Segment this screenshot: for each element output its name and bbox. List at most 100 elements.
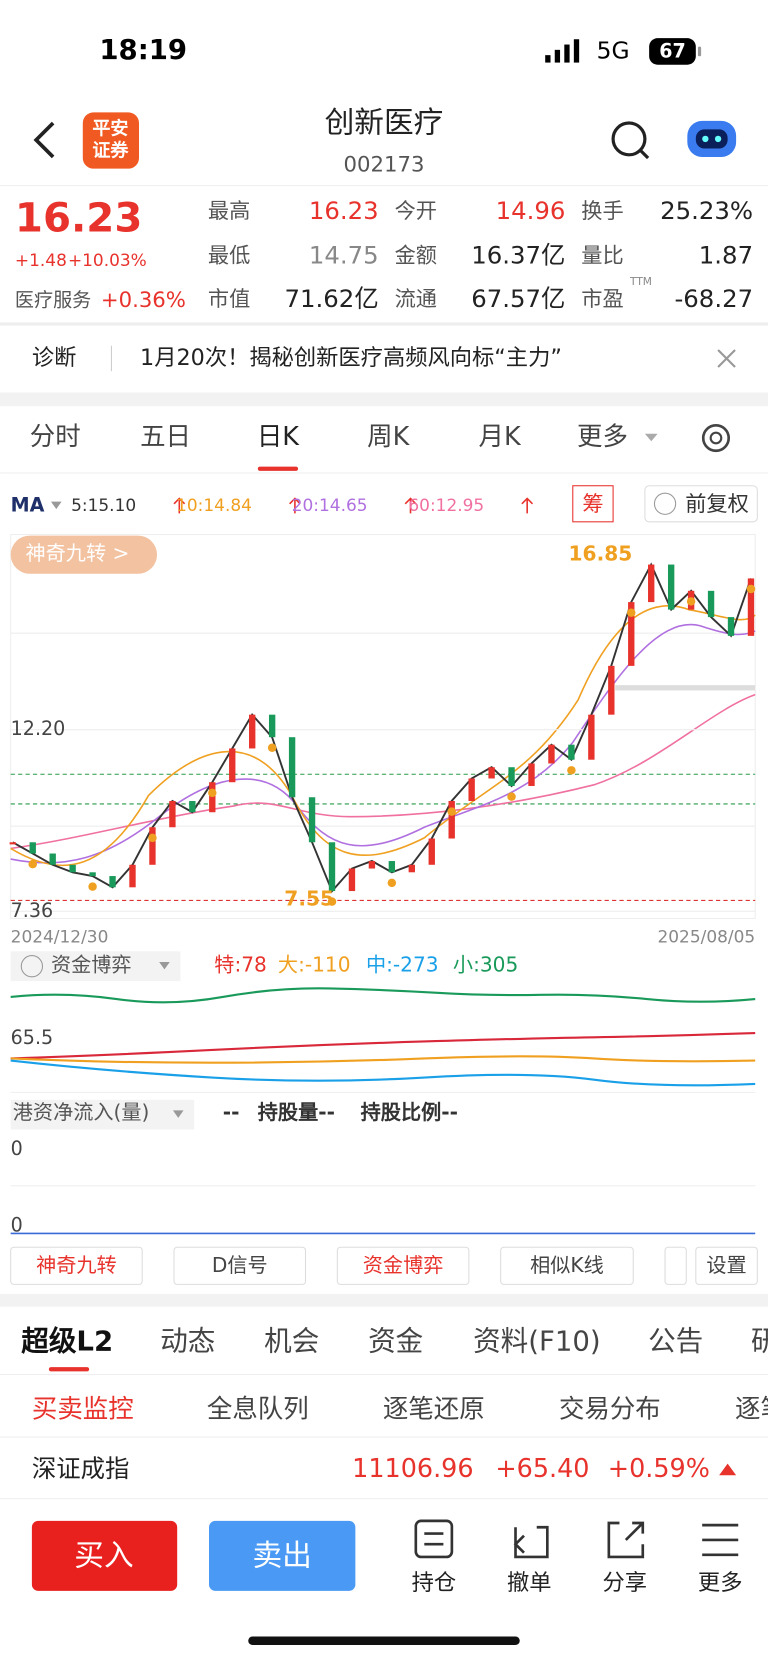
candle [548,744,555,764]
stock-name: 创新医疗 [325,106,444,141]
buy-label[interactable]: 买入 [74,1538,133,1573]
tool-label[interactable]: 资金博弈 [363,1253,444,1277]
tab[interactable]: 周K [367,422,410,452]
tab[interactable]: 月K [479,422,522,452]
badge[interactable] [10,535,158,574]
tab[interactable]: 更多 [577,422,628,452]
ma60-line [10,693,756,850]
hk-item: 持股比例-- [361,1100,458,1124]
tool-button[interactable] [664,1246,687,1285]
stat-label: 市盈 [581,287,623,312]
candle [328,842,336,892]
logo-text: 平安 [92,117,128,139]
action-label[interactable]: 撤单 [507,1570,552,1596]
section-tab[interactable]: 超级L2 [21,1325,113,1358]
stat-label: 今开 [395,199,437,224]
up-arrow [173,497,186,514]
tool-button[interactable] [336,1246,470,1285]
news-tag: 诊断 [32,345,77,371]
candle [648,564,655,603]
battery-cap [697,46,702,57]
action-label[interactable]: 分享 [602,1570,647,1596]
stat-value: 71.62亿 [285,284,379,313]
capital-selector[interactable] [10,951,181,982]
section-underline [48,1367,90,1372]
candle [169,800,176,828]
stat-label: 金额 [395,244,437,269]
chou-button[interactable] [572,485,614,523]
dropdown-arrow [644,433,658,442]
search-button[interactable] [611,121,647,157]
section-tab[interactable]: 资料(F10) [473,1325,601,1358]
sector: 医疗服务 [15,289,91,312]
candle [348,868,356,892]
ma-label: MA [11,493,45,516]
special-flow-line [10,1031,756,1060]
ma-item: 20:14.65 [292,495,368,515]
sub-tab[interactable]: 交易分布 [559,1395,661,1425]
robot-eye [702,135,709,143]
action-label[interactable]: 持仓 [412,1570,457,1596]
signal-dot [507,792,516,801]
hk-item: 持股量-- [258,1100,335,1124]
tool-button[interactable] [500,1246,634,1285]
separator [0,322,768,326]
candle [428,838,435,865]
large-flow-line [10,1055,756,1064]
mid-flow-line [10,1059,756,1087]
back-button[interactable] [33,121,55,159]
candle [528,763,535,786]
buy-button[interactable] [31,1520,178,1591]
candle [727,617,735,636]
candle [9,842,16,845]
tab[interactable]: 日K [257,422,300,452]
tool-button[interactable] [695,1246,758,1285]
sub-tab[interactable]: 逐笔 [735,1395,768,1425]
tab[interactable]: 分时 [30,422,81,452]
signal-dot [267,743,277,753]
candle [588,714,595,760]
sub-tab[interactable]: 买卖监控 [32,1395,134,1425]
ma10-line [10,605,756,867]
ma-item: 60:12.95 [408,495,484,515]
tool-label[interactable]: D信号 [212,1253,268,1277]
section-tab[interactable]: 机会 [264,1325,319,1358]
capital-item: 大:-110 [278,953,351,977]
sell-button[interactable] [209,1520,356,1591]
sub-tab[interactable]: 全息队列 [207,1395,309,1425]
tab[interactable]: 五日 [140,422,191,452]
home-indicator [248,1636,520,1645]
candle [49,853,56,865]
settings-button[interactable] [701,423,731,453]
sub-tab[interactable]: 逐笔还原 [383,1395,485,1425]
tool-label[interactable]: 神奇九转 [36,1253,117,1277]
fuquan-button[interactable] [644,485,758,523]
tool-label[interactable]: 设置 [706,1253,746,1277]
section-tab[interactable]: 资金 [368,1325,423,1358]
section-tab[interactable]: 研 [751,1325,768,1358]
dropdown-arrow [50,501,62,510]
news-text[interactable]: 1月20次！揭秘创新医疗高频风向标“主力” [140,345,562,371]
index-value: 11106.96 [352,1454,473,1484]
section-tab[interactable]: 动态 [160,1325,215,1358]
search-handle [639,149,650,160]
chart-badge[interactable]: 神奇九转 > [26,541,130,565]
hk-selector[interactable] [10,1099,195,1130]
signal-dot [686,597,696,606]
close-button[interactable] [717,349,736,368]
network: 5G [597,36,630,64]
tool-button[interactable] [173,1246,307,1285]
tool-button[interactable] [10,1246,143,1285]
high-annotation: 16.85 [569,542,633,566]
battery-level: 67 [659,39,686,62]
section-tab[interactable]: 公告 [648,1325,703,1358]
sell-label[interactable]: 卖出 [252,1538,311,1573]
chart-frame [10,534,756,919]
candle [308,797,316,843]
fuquan-label: 前复权 [685,492,749,517]
action-label[interactable]: 更多 [698,1570,743,1596]
resistance-bar [615,685,756,691]
tool-label[interactable]: 相似K线 [530,1253,604,1277]
